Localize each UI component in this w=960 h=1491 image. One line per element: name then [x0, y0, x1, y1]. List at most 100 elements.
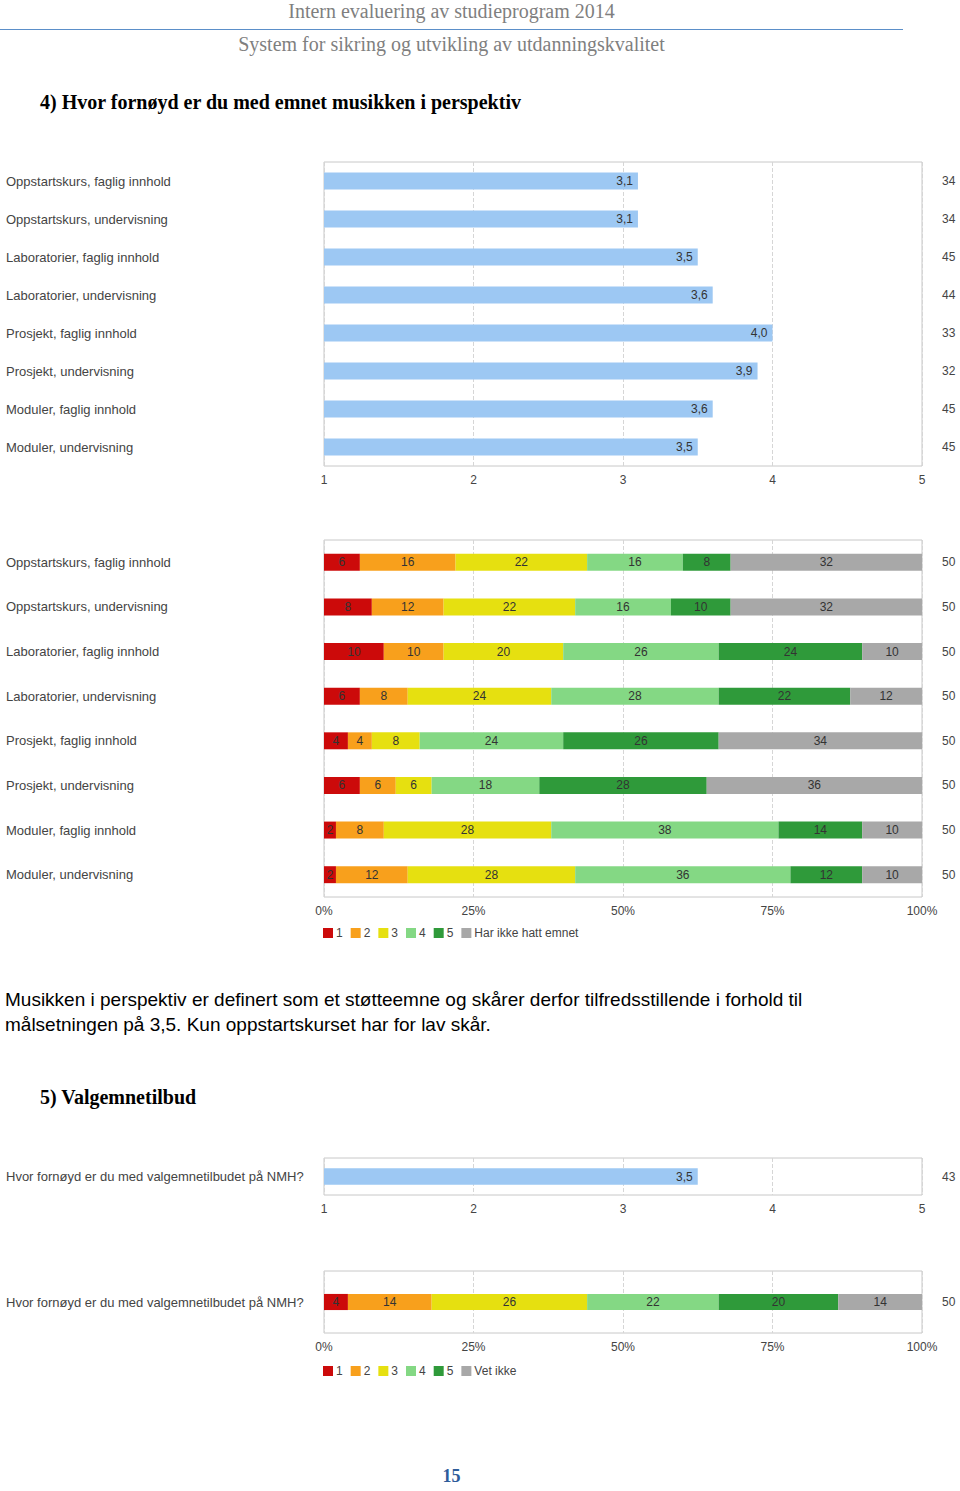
svg-text:Laboratorier, faglig innhold: Laboratorier, faglig innhold	[6, 250, 159, 265]
svg-text:2: 2	[364, 926, 371, 940]
svg-text:Laboratorier, faglig innhold: Laboratorier, faglig innhold	[6, 644, 159, 659]
svg-text:22: 22	[646, 1295, 660, 1309]
svg-text:28: 28	[461, 823, 475, 837]
svg-text:26: 26	[634, 645, 648, 659]
svg-text:28: 28	[616, 778, 630, 792]
svg-text:3,6: 3,6	[691, 402, 708, 416]
svg-text:14: 14	[383, 1295, 397, 1309]
svg-text:3: 3	[391, 926, 398, 940]
svg-text:20: 20	[772, 1295, 786, 1309]
svg-text:5: 5	[919, 473, 926, 487]
svg-text:44: 44	[942, 288, 956, 302]
svg-text:50: 50	[942, 778, 956, 792]
svg-text:2: 2	[327, 868, 334, 882]
svg-text:24: 24	[485, 734, 499, 748]
svg-text:28: 28	[485, 868, 499, 882]
svg-text:8: 8	[392, 734, 399, 748]
svg-text:32: 32	[820, 600, 834, 614]
svg-text:4: 4	[419, 926, 426, 940]
svg-text:2: 2	[470, 1202, 477, 1216]
svg-text:Prosjekt, faglig innhold: Prosjekt, faglig innhold	[6, 733, 137, 748]
svg-text:10: 10	[885, 645, 899, 659]
svg-text:3: 3	[391, 1364, 398, 1378]
svg-text:10: 10	[694, 600, 708, 614]
svg-text:4: 4	[769, 473, 776, 487]
svg-text:6: 6	[339, 555, 346, 569]
svg-text:5: 5	[447, 1364, 454, 1378]
svg-text:18: 18	[479, 778, 493, 792]
svg-text:3,1: 3,1	[616, 174, 633, 188]
svg-text:Har ikke hatt emnet: Har ikke hatt emnet	[474, 926, 579, 940]
svg-text:4: 4	[333, 1295, 340, 1309]
svg-text:Moduler, undervisning: Moduler, undervisning	[6, 440, 133, 455]
svg-text:Prosjekt, undervisning: Prosjekt, undervisning	[6, 778, 134, 793]
svg-text:50: 50	[942, 600, 956, 614]
svg-text:1: 1	[321, 1202, 328, 1216]
svg-text:24: 24	[784, 645, 798, 659]
svg-text:4: 4	[769, 1202, 776, 1216]
svg-text:36: 36	[808, 778, 822, 792]
svg-text:12: 12	[820, 868, 834, 882]
svg-text:32: 32	[820, 555, 834, 569]
svg-text:3,5: 3,5	[676, 1170, 693, 1184]
svg-text:8: 8	[345, 600, 352, 614]
svg-text:50: 50	[942, 555, 956, 569]
svg-text:3,1: 3,1	[616, 212, 633, 226]
svg-text:Moduler, faglig innhold: Moduler, faglig innhold	[6, 823, 136, 838]
svg-text:4: 4	[333, 734, 340, 748]
svg-text:3,5: 3,5	[676, 440, 693, 454]
svg-text:Oppstartskurs, faglig innhold: Oppstartskurs, faglig innhold	[6, 174, 171, 189]
svg-text:3: 3	[620, 1202, 627, 1216]
svg-text:2: 2	[327, 823, 334, 837]
svg-text:6: 6	[410, 778, 417, 792]
svg-text:26: 26	[503, 1295, 517, 1309]
svg-text:8: 8	[703, 555, 710, 569]
svg-text:Oppstartskurs, undervisning: Oppstartskurs, undervisning	[6, 212, 168, 227]
svg-text:Vet ikke: Vet ikke	[474, 1364, 516, 1378]
svg-text:24: 24	[473, 689, 487, 703]
svg-text:14: 14	[814, 823, 828, 837]
svg-text:1: 1	[336, 926, 343, 940]
svg-text:0%: 0%	[315, 1340, 333, 1354]
svg-text:3,6: 3,6	[691, 288, 708, 302]
svg-text:32: 32	[942, 364, 956, 378]
svg-text:10: 10	[885, 823, 899, 837]
svg-text:36: 36	[676, 868, 690, 882]
svg-text:43: 43	[942, 1170, 956, 1184]
svg-text:6: 6	[374, 778, 381, 792]
svg-text:22: 22	[778, 689, 792, 703]
svg-text:28: 28	[628, 689, 642, 703]
svg-text:20: 20	[497, 645, 511, 659]
svg-text:Oppstartskurs, faglig innhold: Oppstartskurs, faglig innhold	[6, 555, 171, 570]
svg-text:10: 10	[347, 645, 361, 659]
svg-text:6: 6	[339, 778, 346, 792]
svg-text:3,5: 3,5	[676, 250, 693, 264]
svg-text:34: 34	[814, 734, 828, 748]
svg-text:10: 10	[885, 868, 899, 882]
svg-text:8: 8	[380, 689, 387, 703]
svg-text:45: 45	[942, 440, 956, 454]
svg-text:26: 26	[634, 734, 648, 748]
svg-text:5: 5	[919, 1202, 926, 1216]
svg-text:50%: 50%	[611, 1340, 635, 1354]
svg-text:50: 50	[942, 645, 956, 659]
svg-text:50: 50	[942, 734, 956, 748]
svg-text:16: 16	[401, 555, 415, 569]
svg-text:4,0: 4,0	[751, 326, 768, 340]
svg-text:50: 50	[942, 1295, 956, 1309]
svg-text:22: 22	[515, 555, 529, 569]
svg-text:Laboratorier, undervisning: Laboratorier, undervisning	[6, 288, 156, 303]
svg-text:12: 12	[365, 868, 379, 882]
svg-text:34: 34	[942, 212, 956, 226]
svg-text:12: 12	[879, 689, 893, 703]
svg-text:Prosjekt, undervisning: Prosjekt, undervisning	[6, 364, 134, 379]
svg-text:45: 45	[942, 250, 956, 264]
svg-text:75%: 75%	[760, 904, 784, 918]
svg-text:Moduler, faglig innhold: Moduler, faglig innhold	[6, 402, 136, 417]
svg-text:Hvor fornøyd er du med valgemn: Hvor fornøyd er du med valgemnetilbudet …	[6, 1169, 304, 1184]
svg-text:2: 2	[364, 1364, 371, 1378]
svg-text:Prosjekt, faglig innhold: Prosjekt, faglig innhold	[6, 326, 137, 341]
svg-text:14: 14	[873, 1295, 887, 1309]
svg-text:38: 38	[658, 823, 672, 837]
svg-text:0%: 0%	[315, 904, 333, 918]
